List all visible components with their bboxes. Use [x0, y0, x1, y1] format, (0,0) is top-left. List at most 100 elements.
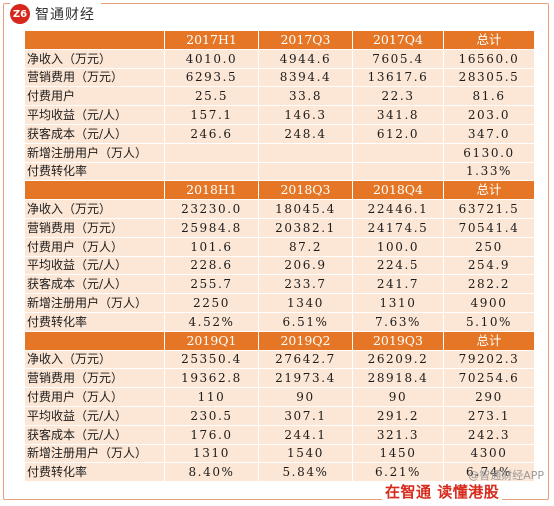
data-cell: 26209.2 — [352, 349, 444, 370]
data-cell: 79202.3 — [443, 349, 535, 370]
data-cell: 90 — [258, 387, 353, 407]
table-row: 获客成本（元/人） 246.6 248.4 612.0 347.0 — [24, 123, 535, 144]
data-cell: 307.1 — [258, 405, 353, 426]
data-cell: 19362.8 — [164, 368, 259, 389]
header-corner-cell — [24, 330, 165, 351]
data-cell: 244.1 — [258, 424, 353, 445]
data-cell: 228.6 — [164, 255, 259, 276]
data-cell: 22.3 — [352, 86, 444, 107]
row-label: 净收入（万元） — [24, 349, 165, 370]
data-cell: 224.5 — [352, 255, 444, 276]
row-label: 新增注册用户（万人） — [24, 443, 165, 464]
data-cell: 6.74% — [443, 462, 535, 483]
data-cell: 203.0 — [443, 105, 535, 125]
data-cell: 1310 — [352, 293, 444, 313]
data-cell: 206.9 — [258, 255, 353, 276]
table-row: 平均收益（元/人） 230.5 307.1 291.2 273.1 — [24, 405, 535, 426]
data-cell: 25.5 — [164, 86, 259, 107]
table-row: 净收入（万元） 25350.4 27642.7 26209.2 79202.3 — [24, 349, 535, 370]
table-row: 付费用户（万人） 110 90 90 290 — [24, 387, 535, 407]
data-cell: 13617.6 — [352, 67, 444, 88]
data-cell: 5.84% — [258, 462, 353, 483]
data-cell: 20382.1 — [258, 217, 353, 238]
data-cell: 254.9 — [443, 255, 535, 276]
data-cell: 242.3 — [443, 424, 535, 445]
data-cell: 5.10% — [443, 311, 535, 332]
table-row: 新增注册用户（万人） 6130.0 — [24, 142, 535, 163]
table-row: 获客成本（元/人） 176.0 244.1 321.3 242.3 — [24, 424, 535, 445]
data-cell: 290 — [443, 387, 535, 407]
data-cell: 25350.4 — [164, 349, 259, 370]
section-header-row: 2018H1 2018Q3 2018Q4 总计 — [24, 180, 535, 201]
data-cell: 87.2 — [258, 236, 353, 257]
data-cell: 8.40% — [164, 462, 259, 483]
column-header: 2017H1 — [164, 30, 259, 50]
table-row: 新增注册用户（万人） 2250 1340 1310 4900 — [24, 293, 535, 313]
column-header: 2017Q4 — [352, 30, 444, 50]
row-label: 净收入（万元） — [24, 199, 165, 219]
header-corner-cell — [24, 30, 165, 50]
data-cell: 8394.4 — [258, 67, 353, 88]
table-row: 付费用户 25.5 33.8 22.3 81.6 — [24, 86, 535, 107]
data-cell: 22446.1 — [352, 199, 444, 219]
table-row: 平均收益（元/人） 228.6 206.9 224.5 254.9 — [24, 255, 535, 276]
data-cell: 146.3 — [258, 105, 353, 125]
data-cell: 612.0 — [352, 123, 444, 144]
column-header: 2017Q3 — [258, 30, 353, 50]
data-cell: 246.6 — [164, 123, 259, 144]
data-cell: 81.6 — [443, 86, 535, 107]
data-cell: 230.5 — [164, 405, 259, 426]
data-cell: 341.8 — [352, 105, 444, 125]
data-cell: 321.3 — [352, 424, 444, 445]
table-row: 付费转化率 8.40% 5.84% 6.21% 6.74% — [24, 462, 535, 483]
financial-table: 2017H1 2017Q3 2017Q4 总计 净收入（万元） 4010.0 4944.6 7… — [24, 30, 535, 483]
data-cell — [164, 161, 259, 182]
table-row: 营销费用（万元） 19362.8 21973.4 28918.4 70254.6 — [24, 368, 535, 389]
table-row: 净收入（万元） 4010.0 4944.6 7605.4 16560.0 — [24, 48, 535, 69]
data-cell: 18045.4 — [258, 199, 353, 219]
row-label: 付费用户（万人） — [24, 387, 165, 407]
data-cell: 2250 — [164, 293, 259, 313]
table-row: 营销费用（万元） 6293.5 8394.4 13617.6 28305.5 — [24, 67, 535, 88]
data-cell: 6130.0 — [443, 142, 535, 163]
table-row: 营销费用（万元） 25984.8 20382.1 24174.5 70541.4 — [24, 217, 535, 238]
data-cell: 241.7 — [352, 274, 444, 295]
data-cell: 63721.5 — [443, 199, 535, 219]
table-row: 新增注册用户（万人） 1310 1540 1450 4300 — [24, 443, 535, 464]
data-cell: 7605.4 — [352, 48, 444, 69]
data-cell: 28918.4 — [352, 368, 444, 389]
data-cell: 4.52% — [164, 311, 259, 332]
row-label: 获客成本（元/人） — [24, 123, 165, 144]
data-cell: 90 — [352, 387, 444, 407]
data-cell: 1340 — [258, 293, 353, 313]
column-header: 2019Q2 — [258, 330, 353, 351]
column-header: 总计 — [443, 180, 535, 201]
table-row: 付费转化率 4.52% 6.51% 7.63% 5.10% — [24, 311, 535, 332]
data-cell: 1.33% — [443, 161, 535, 182]
data-cell: 33.8 — [258, 86, 353, 107]
watermark-text: @智通财经APP — [468, 469, 544, 482]
page-frame — [3, 3, 549, 500]
row-label: 获客成本（元/人） — [24, 424, 165, 445]
data-cell: 6.21% — [352, 462, 444, 483]
row-label: 付费转化率 — [24, 161, 165, 182]
column-header: 2019Q1 — [164, 330, 259, 351]
logo-badge-icon: Z6 — [10, 4, 30, 24]
column-header: 2018H1 — [164, 180, 259, 201]
row-label: 营销费用（万元） — [24, 368, 165, 389]
table-row: 获客成本（元/人） 255.7 233.7 241.7 282.2 — [24, 274, 535, 295]
data-cell: 6293.5 — [164, 67, 259, 88]
table-row: 平均收益（元/人） 157.1 146.3 341.8 203.0 — [24, 105, 535, 125]
row-label: 营销费用（万元） — [24, 67, 165, 88]
column-header: 总计 — [443, 330, 535, 351]
section-header-row: 2019Q1 2019Q2 2019Q3 总计 — [24, 330, 535, 351]
row-label: 平均收益（元/人） — [24, 105, 165, 125]
row-label: 付费用户 — [24, 86, 165, 107]
data-cell: 27642.7 — [258, 349, 353, 370]
data-cell — [258, 142, 353, 163]
data-cell: 248.4 — [258, 123, 353, 144]
data-cell: 250 — [443, 236, 535, 257]
data-cell: 1540 — [258, 443, 353, 464]
table-row: 付费转化率 1.33% — [24, 161, 535, 182]
data-cell: 28305.5 — [443, 67, 535, 88]
